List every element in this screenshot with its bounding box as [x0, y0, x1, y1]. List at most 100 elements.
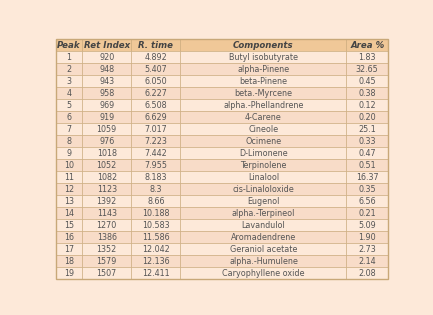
Bar — [56, 207, 82, 219]
Text: 10: 10 — [64, 161, 74, 169]
Bar — [131, 243, 181, 255]
Bar — [181, 207, 346, 219]
Bar — [131, 219, 181, 231]
Text: 943: 943 — [99, 77, 114, 86]
Text: 948: 948 — [99, 65, 114, 73]
Text: 1392: 1392 — [97, 197, 117, 206]
Bar — [181, 171, 346, 183]
Bar — [56, 231, 82, 243]
Text: 0.51: 0.51 — [359, 161, 376, 169]
Text: 919: 919 — [99, 112, 114, 122]
Bar — [346, 171, 388, 183]
Bar — [56, 63, 82, 75]
Bar — [56, 87, 82, 99]
Bar — [56, 243, 82, 255]
Text: 1.83: 1.83 — [359, 53, 376, 61]
Bar — [131, 123, 181, 135]
Bar — [131, 87, 181, 99]
Bar — [131, 111, 181, 123]
Text: beta-Pinene: beta-Pinene — [239, 77, 288, 86]
Bar — [181, 255, 346, 267]
Text: 1507: 1507 — [97, 269, 117, 278]
Bar — [56, 135, 82, 147]
Bar — [131, 147, 181, 159]
Bar — [346, 99, 388, 111]
Bar — [82, 195, 131, 207]
Text: 16.37: 16.37 — [356, 173, 378, 181]
Text: 25.1: 25.1 — [359, 124, 376, 134]
Text: 1352: 1352 — [97, 245, 117, 254]
Text: D-Limonene: D-Limonene — [239, 149, 288, 158]
Text: 10.583: 10.583 — [142, 220, 170, 230]
Text: 4-Carene: 4-Carene — [245, 112, 282, 122]
Bar — [346, 219, 388, 231]
Bar — [346, 51, 388, 63]
Text: 0.12: 0.12 — [359, 100, 376, 110]
Text: 969: 969 — [99, 100, 114, 110]
Bar — [131, 39, 181, 51]
Bar — [181, 63, 346, 75]
Text: 7: 7 — [66, 124, 71, 134]
Bar — [181, 87, 346, 99]
Bar — [131, 135, 181, 147]
Text: 2.14: 2.14 — [359, 257, 376, 266]
Text: 9: 9 — [66, 149, 71, 158]
Text: 14: 14 — [64, 209, 74, 218]
Bar — [181, 51, 346, 63]
Bar — [56, 51, 82, 63]
Bar — [131, 267, 181, 279]
Bar — [82, 255, 131, 267]
Bar — [131, 195, 181, 207]
Text: 12: 12 — [64, 185, 74, 194]
Bar — [56, 219, 82, 231]
Text: 6.629: 6.629 — [145, 112, 167, 122]
Bar — [346, 63, 388, 75]
Bar — [181, 267, 346, 279]
Text: 6.508: 6.508 — [145, 100, 167, 110]
Text: Terpinolene: Terpinolene — [240, 161, 287, 169]
Bar — [82, 267, 131, 279]
Bar — [181, 159, 346, 171]
Text: cis-Linaloloxide: cis-Linaloloxide — [233, 185, 294, 194]
Text: 17: 17 — [64, 245, 74, 254]
Text: Aromadendrene: Aromadendrene — [231, 232, 296, 242]
Bar — [56, 171, 82, 183]
Bar — [346, 183, 388, 195]
Bar — [346, 159, 388, 171]
Text: 15: 15 — [64, 220, 74, 230]
Text: 958: 958 — [99, 89, 114, 98]
Bar — [82, 135, 131, 147]
Bar — [181, 135, 346, 147]
Text: 6.050: 6.050 — [145, 77, 167, 86]
Bar — [56, 75, 82, 87]
Text: Components: Components — [233, 41, 294, 49]
Bar — [346, 75, 388, 87]
Text: 0.21: 0.21 — [359, 209, 376, 218]
Bar — [181, 243, 346, 255]
Text: 2.73: 2.73 — [359, 245, 376, 254]
Text: 12.042: 12.042 — [142, 245, 170, 254]
Bar — [56, 267, 82, 279]
Bar — [82, 39, 131, 51]
Bar — [131, 255, 181, 267]
Text: 7.223: 7.223 — [145, 137, 167, 146]
Bar — [131, 75, 181, 87]
Text: 4: 4 — [67, 89, 71, 98]
Text: 8.3: 8.3 — [149, 185, 162, 194]
Bar — [82, 159, 131, 171]
Text: 0.35: 0.35 — [359, 185, 376, 194]
Bar — [82, 183, 131, 195]
Text: alpha.-Phellandrene: alpha.-Phellandrene — [223, 100, 304, 110]
Bar — [56, 123, 82, 135]
Bar — [131, 51, 181, 63]
Text: 11.586: 11.586 — [142, 232, 170, 242]
Bar — [82, 123, 131, 135]
Text: 13: 13 — [64, 197, 74, 206]
Text: 19: 19 — [64, 269, 74, 278]
Text: Area %: Area % — [350, 41, 385, 49]
Text: 16: 16 — [64, 232, 74, 242]
Bar — [181, 111, 346, 123]
Text: 1: 1 — [67, 53, 71, 61]
Bar — [82, 99, 131, 111]
Text: alpha.-Humulene: alpha.-Humulene — [229, 257, 298, 266]
